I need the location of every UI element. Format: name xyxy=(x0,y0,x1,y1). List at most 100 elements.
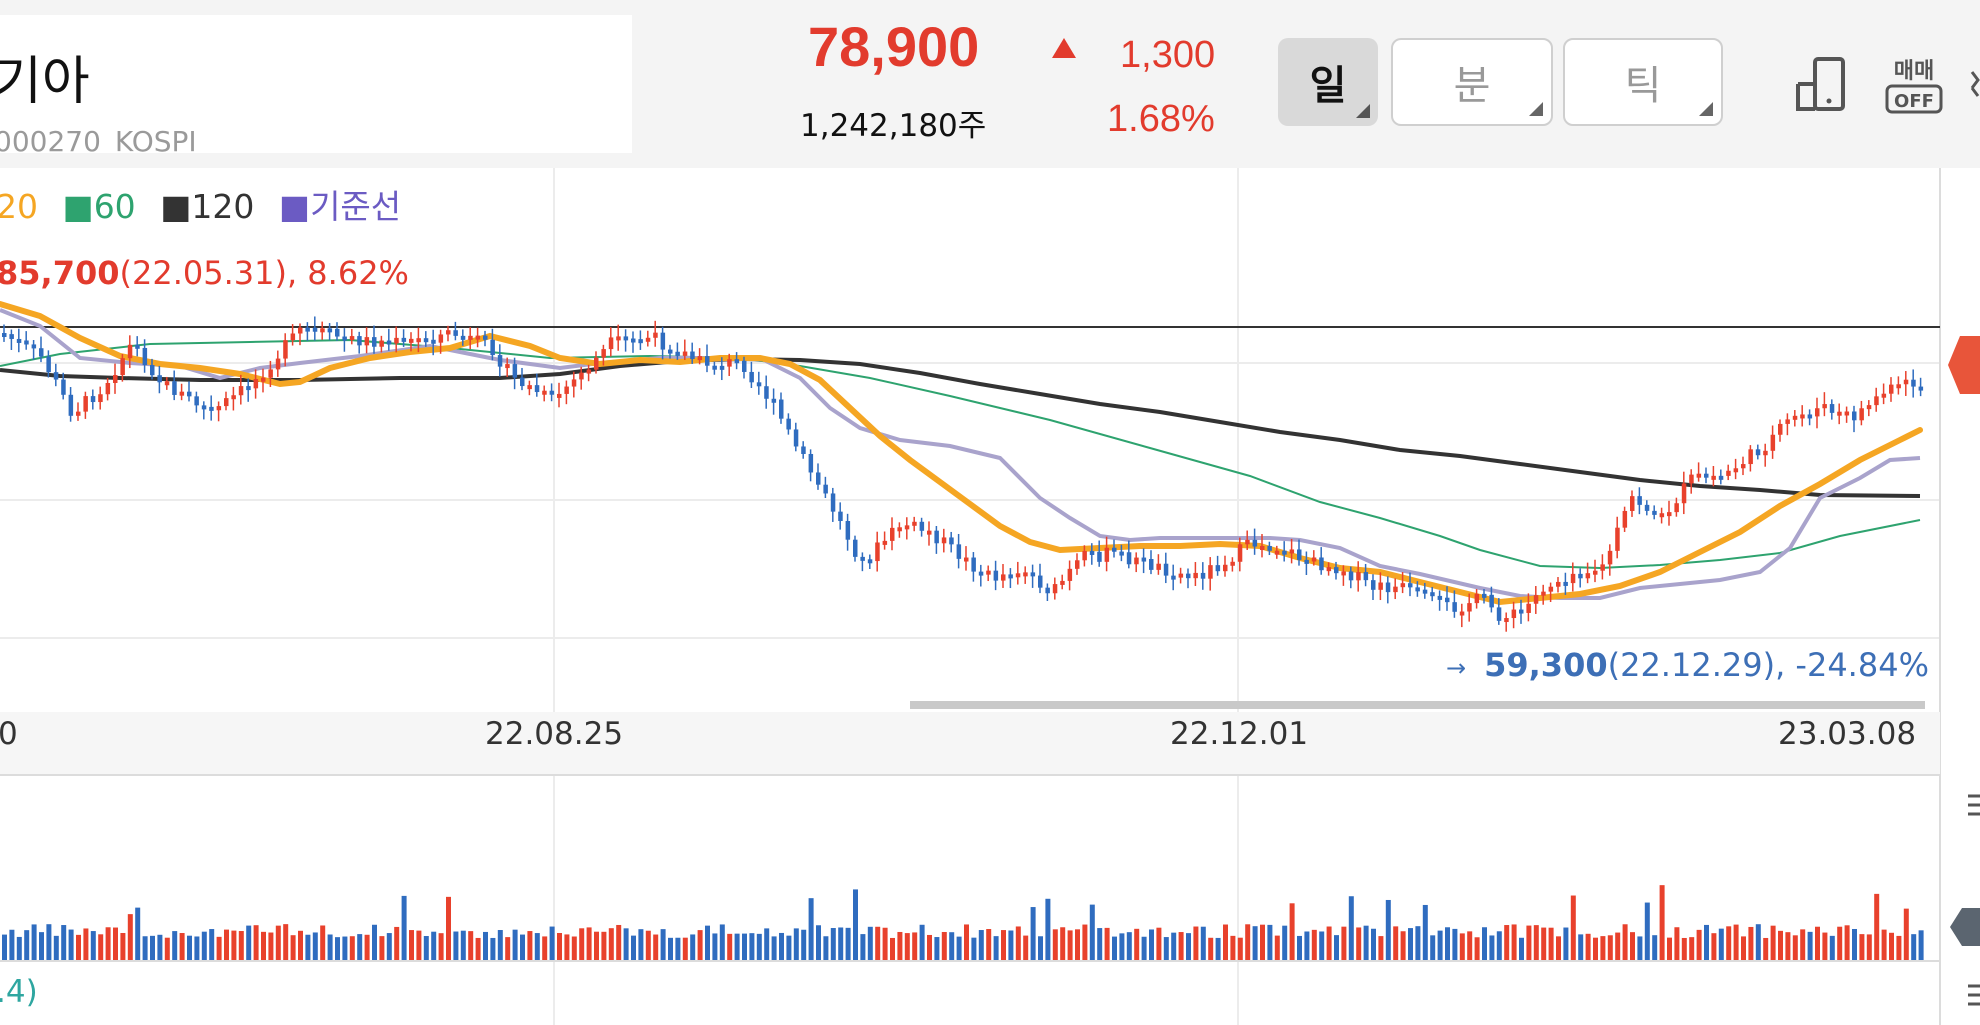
volume-bar xyxy=(571,936,577,960)
volume-bar xyxy=(1422,904,1428,960)
candle-body xyxy=(1807,414,1813,419)
volume-bar xyxy=(1548,927,1554,960)
candle-body xyxy=(890,527,895,541)
candle-body xyxy=(934,530,939,544)
volume-bar xyxy=(682,937,688,960)
candle-body xyxy=(1770,434,1776,451)
candle-body xyxy=(1282,550,1287,555)
candle-body xyxy=(1911,379,1916,387)
volume-bar xyxy=(594,931,599,960)
candle-body xyxy=(357,336,362,346)
trade-toggle-icon[interactable]: 매매 OFF xyxy=(1884,52,1944,116)
volume-bar xyxy=(39,932,44,960)
period-button-tick[interactable]: 틱 xyxy=(1563,38,1723,126)
candle-body xyxy=(1267,545,1272,551)
candle-body xyxy=(638,339,643,344)
volume-bar xyxy=(1519,937,1524,960)
candle-body xyxy=(882,540,888,545)
panel-menu-icon[interactable] xyxy=(1968,794,1980,816)
candle-body xyxy=(1896,384,1901,389)
volume-bar xyxy=(438,933,444,960)
volume-bar xyxy=(1326,926,1332,960)
candle-body xyxy=(1578,573,1583,579)
stock-chart[interactable] xyxy=(0,168,1980,1025)
candle-body xyxy=(290,333,296,341)
candle-body xyxy=(423,338,429,343)
candle-body xyxy=(416,338,421,343)
candle-body xyxy=(1052,584,1058,594)
volume-bar xyxy=(1467,931,1473,960)
volume-bar xyxy=(1726,926,1732,960)
candle-body xyxy=(468,335,473,340)
candle-body xyxy=(756,382,762,387)
period-high-value: 85,700 xyxy=(0,254,120,292)
candle-body xyxy=(1408,583,1413,588)
volume-bar xyxy=(142,936,148,960)
volume-bar xyxy=(756,933,762,960)
candle-body xyxy=(83,396,88,412)
volume-bar xyxy=(1674,927,1680,960)
volume-bar xyxy=(16,936,22,960)
stock-code-line: 000270 KOSPI xyxy=(0,125,211,158)
volume-bar xyxy=(1541,927,1547,960)
candle-body xyxy=(1437,595,1443,600)
candle-body xyxy=(1570,573,1576,584)
candle-body xyxy=(1844,411,1850,416)
volume-bar xyxy=(327,934,333,960)
volume-bar xyxy=(860,934,866,960)
volume-bar xyxy=(1097,928,1103,960)
candle-body xyxy=(1496,607,1502,621)
stock-header: 기아 000270 KOSPI 78,900 1,242,180주 1,300 1… xyxy=(0,0,1980,168)
period-low-annotation: → 59,300(22.12.29), -24.84% xyxy=(1446,646,1929,684)
candle-body xyxy=(261,377,266,382)
up-triangle-icon xyxy=(1052,38,1076,58)
volume-bar xyxy=(660,929,666,960)
volume-bar xyxy=(157,934,163,960)
volume-bar xyxy=(83,928,89,960)
chart-scrollbar[interactable] xyxy=(910,701,1925,709)
candle-body xyxy=(542,390,547,395)
volume-bar xyxy=(1082,924,1088,960)
volume-bar xyxy=(127,914,133,960)
period-button-minute[interactable]: 분 xyxy=(1391,38,1553,126)
volume-bar xyxy=(120,932,126,960)
volume-bar xyxy=(201,931,207,960)
volume-bar xyxy=(483,931,488,960)
screen-split-icon[interactable] xyxy=(1795,56,1847,112)
volume-bar xyxy=(1667,937,1672,960)
volume-bar xyxy=(1260,924,1265,960)
more-icon[interactable] xyxy=(1970,66,1980,106)
candle-body xyxy=(1385,582,1391,593)
candle-body xyxy=(1156,563,1161,570)
candle-body xyxy=(483,335,488,340)
volume-bar xyxy=(645,930,651,960)
ma20-line xyxy=(0,301,1923,606)
candle-body xyxy=(912,521,917,526)
x-axis-band xyxy=(0,712,1940,774)
candle-body xyxy=(712,365,717,370)
volume-bar xyxy=(875,926,881,960)
candle-body xyxy=(520,377,525,387)
candle-body xyxy=(16,338,22,343)
volume-bar xyxy=(993,936,999,960)
volume-bar xyxy=(113,927,118,960)
volume-bar xyxy=(1149,929,1154,960)
candle-body xyxy=(1163,563,1169,576)
volume-bar xyxy=(475,937,481,960)
volume-bar xyxy=(1755,924,1761,960)
candle-body xyxy=(579,372,584,380)
volume-bar xyxy=(897,931,903,960)
candle-body xyxy=(172,381,177,395)
candle-body xyxy=(379,340,384,347)
period-button-day[interactable]: 일 xyxy=(1278,38,1378,126)
panel-menu-icon[interactable] xyxy=(1968,984,1980,1006)
volume-bar xyxy=(453,931,459,960)
x-axis-label: 23.03.08 xyxy=(1778,716,1917,752)
candle-body xyxy=(275,358,281,370)
candle-body xyxy=(505,364,510,369)
stock-title-box[interactable]: 기아 000270 KOSPI xyxy=(0,15,632,158)
candle-body xyxy=(1171,575,1176,580)
candle-body xyxy=(90,396,96,403)
volume-bar xyxy=(1652,935,1658,960)
candle-body xyxy=(1504,618,1509,623)
